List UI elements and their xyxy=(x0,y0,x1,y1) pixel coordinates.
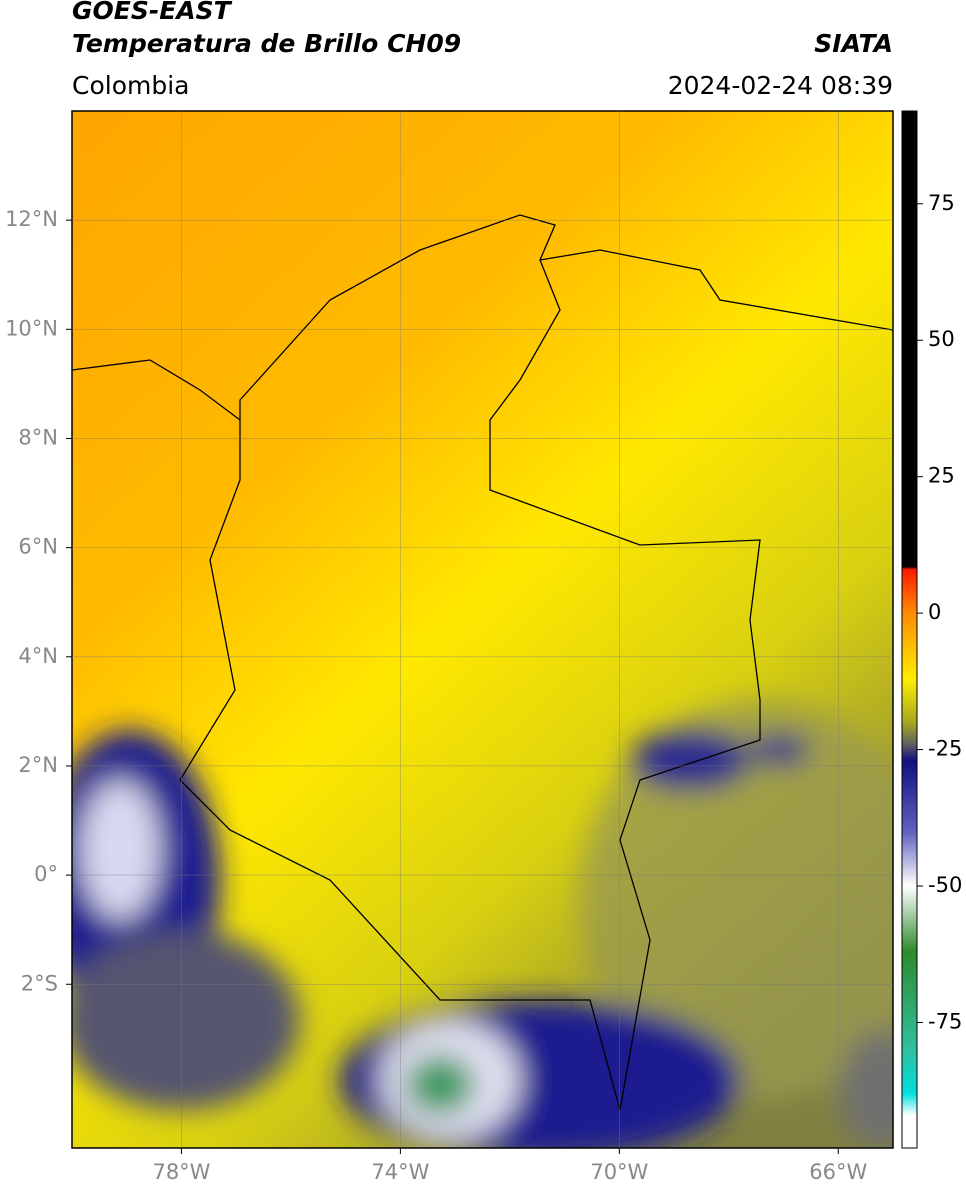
lat-tick-label: 8°N xyxy=(18,425,58,449)
colorbar-tick-label: 50 xyxy=(928,327,955,351)
colorbar-tick-label: -75 xyxy=(928,1009,962,1033)
title-line1: GOES-EAST xyxy=(72,0,233,25)
lat-tick-label: 2°S xyxy=(21,971,58,995)
lat-tick-label: 10°N xyxy=(5,316,58,340)
lon-tick-label: 70°W xyxy=(590,1160,648,1184)
colorbar-tick-label: -25 xyxy=(928,737,962,761)
lat-tick-label: 6°N xyxy=(18,535,58,559)
colorbar-tick-label: -50 xyxy=(928,873,962,897)
lat-tick-label: 0° xyxy=(34,862,58,886)
source: SIATA xyxy=(814,29,893,58)
lon-tick-label: 74°W xyxy=(371,1160,429,1184)
lat-tick-label: 4°N xyxy=(18,644,58,668)
region: Colombia xyxy=(72,71,189,100)
timestamp: 2024-02-24 08:39 xyxy=(668,71,893,100)
map-frame xyxy=(71,110,894,1149)
colorbar xyxy=(901,110,918,1149)
colorbar-tick-label: 25 xyxy=(928,464,955,488)
lat-tick-label: 2°N xyxy=(18,753,58,777)
lat-tick-label: 12°N xyxy=(5,207,58,231)
lon-tick-label: 66°W xyxy=(809,1160,867,1184)
colorbar-tick-label: 0 xyxy=(928,600,941,624)
title-line2: Temperatura de Brillo CH09 xyxy=(72,29,461,58)
lon-tick-label: 78°W xyxy=(152,1160,210,1184)
colorbar-tick-label: 75 xyxy=(928,191,955,215)
map-image xyxy=(72,111,893,1148)
